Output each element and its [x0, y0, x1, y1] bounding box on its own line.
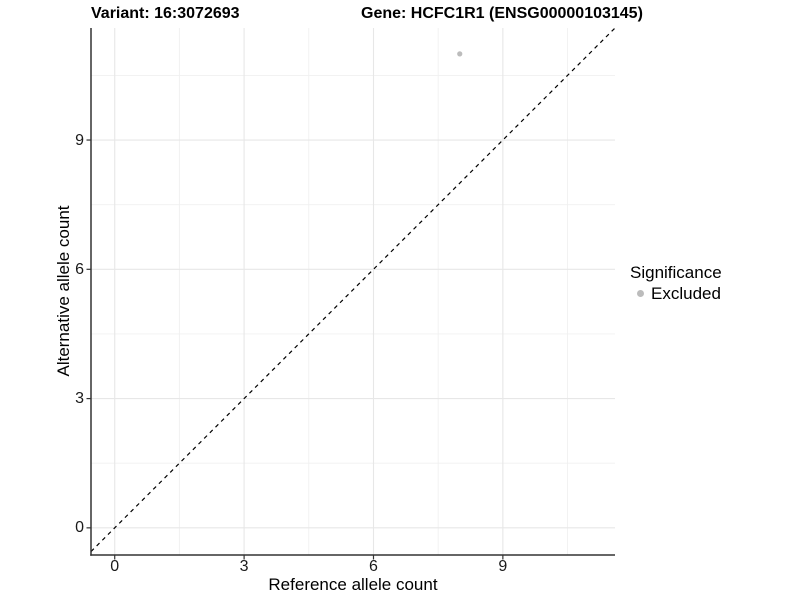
plot-title-variant: Variant: 16:3072693 [91, 5, 240, 22]
legend-key [630, 290, 651, 297]
x-tick-label: 6 [369, 558, 378, 575]
y-tick-label: 6 [75, 260, 84, 278]
x-axis-title: Reference allele count [268, 575, 438, 594]
y-axis-title: Alternative allele count [54, 205, 73, 377]
legend: Significance Excluded [630, 262, 722, 304]
x-tick-label: 9 [498, 558, 508, 575]
x-tick-label: 0 [110, 558, 120, 575]
plot-title-gene: Gene: HCFC1R1 (ENSG00000103145) [361, 5, 643, 22]
y-tick-label: 0 [75, 519, 84, 537]
identity-line [90, 27, 616, 552]
legend-item-excluded: Excluded [630, 283, 722, 304]
excluded-point-icon [637, 290, 644, 297]
x-tick-label: 3 [239, 558, 249, 575]
legend-title: Significance [630, 263, 722, 282]
data-point [457, 51, 463, 57]
legend-item-label: Excluded [651, 284, 721, 303]
y-tick-label: 3 [75, 390, 84, 408]
y-tick-label: 9 [75, 131, 84, 149]
